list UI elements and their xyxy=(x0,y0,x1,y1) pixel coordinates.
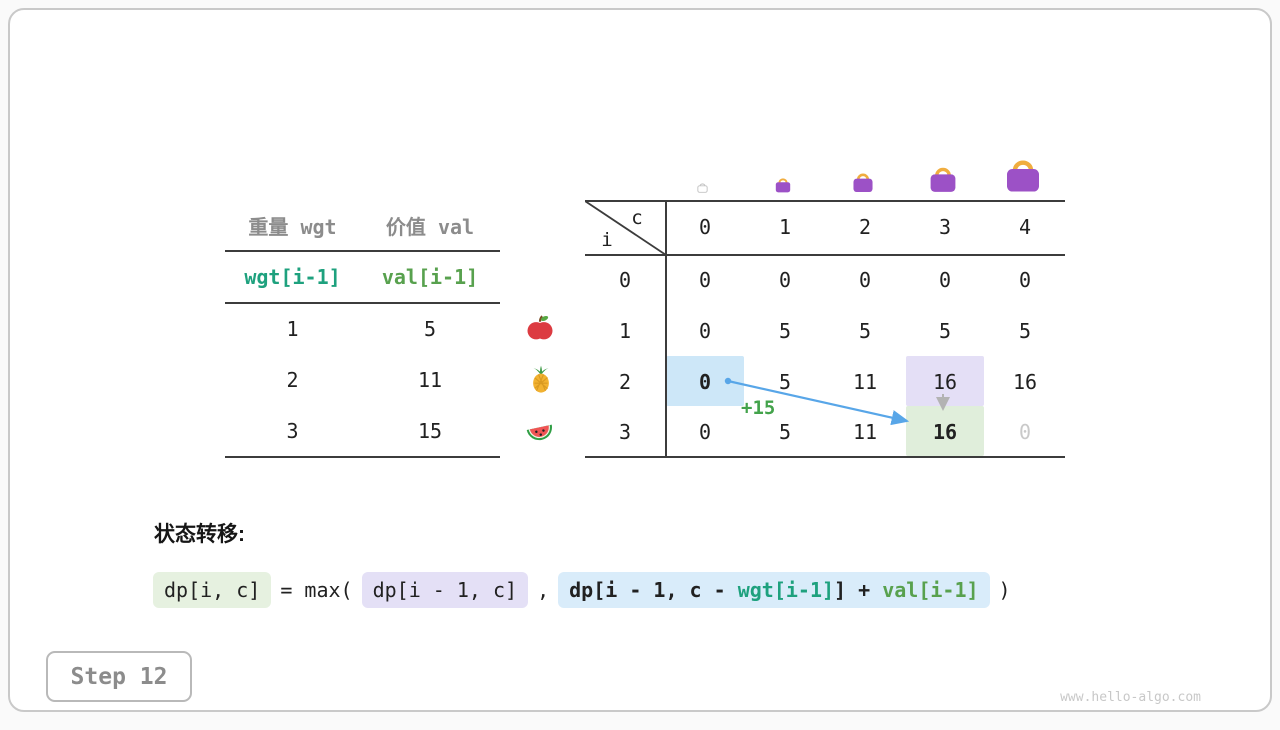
bag-icon-empty xyxy=(696,181,709,193)
formula-lhs: dp[i, c] xyxy=(153,572,272,608)
dp-cell: 0 xyxy=(698,267,712,292)
bag-icon-4 xyxy=(1001,153,1045,193)
dp-cell: 5 xyxy=(858,318,872,343)
weight-cell: 2 xyxy=(286,367,299,392)
pineapple-icon xyxy=(526,364,556,394)
highlight-current-cell xyxy=(906,406,984,456)
dp-cell: 11 xyxy=(852,369,878,394)
weight-column-header: 重量 wgt xyxy=(248,214,337,239)
wgt-formula-cell: wgt[i-1] xyxy=(244,265,341,289)
dp-cell: 0 xyxy=(778,267,792,292)
dp-cell: 0 xyxy=(698,318,712,343)
formula-arg2-val: val[i-1] xyxy=(882,578,979,602)
dp-cell: 5 xyxy=(938,318,952,343)
table-top-line xyxy=(585,200,1065,202)
dp-cell: 0 xyxy=(698,419,712,444)
dp-row-header: 1 xyxy=(618,318,632,343)
state-transition-formula: dp[i, c] = max( dp[i - 1, c] , dp[i - 1,… xyxy=(153,570,1011,610)
dp-row-header: 3 xyxy=(618,419,632,444)
corner-label-i: i xyxy=(601,229,613,251)
figure-card: 重量 wgt 价值 val wgt[i-1] val[i-1] 1 5 2 11… xyxy=(8,8,1272,712)
bag-icon-3 xyxy=(926,162,960,193)
dp-cell-source: 0 xyxy=(698,369,712,394)
dp-cell: 5 xyxy=(778,419,792,444)
dp-cell: 5 xyxy=(778,318,792,343)
formula-arg2-wgt: wgt[i-1] xyxy=(737,578,835,602)
divider xyxy=(225,302,500,304)
formula-arg2: dp[i - 1, c - wgt[i-1]] + val[i-1] xyxy=(558,572,990,608)
dp-col-header: 0 xyxy=(698,215,712,239)
dp-cell: 0 xyxy=(938,267,952,292)
weight-cell: 3 xyxy=(286,418,299,443)
formula-close-paren: ) xyxy=(998,578,1011,602)
value-cell: 5 xyxy=(423,316,437,341)
weight-cell: 1 xyxy=(286,316,299,341)
transition-value-label: +15 xyxy=(741,397,776,419)
watermelon-icon xyxy=(524,415,556,447)
formula-equals-max: = max( xyxy=(280,578,353,602)
value-column-header: 价值 val xyxy=(385,214,475,239)
divider xyxy=(225,250,500,252)
formula-arg1: dp[i - 1, c] xyxy=(361,572,529,608)
bag-icon-1 xyxy=(773,175,793,193)
step-badge: Step 12 xyxy=(46,651,192,702)
value-cell: 15 xyxy=(417,418,443,443)
hello-algo-watermark: www.hello-algo.com xyxy=(1060,690,1201,705)
table-bottom-line xyxy=(585,456,1065,458)
dp-cell: 0 xyxy=(858,267,872,292)
dp-row-header: 0 xyxy=(618,267,632,292)
table-vertical-line xyxy=(665,200,667,458)
dp-cell: 0 xyxy=(1018,267,1032,292)
dp-col-header: 2 xyxy=(858,215,872,239)
value-cell: 11 xyxy=(417,367,443,392)
apple-icon xyxy=(525,313,555,343)
corner-diagonal xyxy=(585,200,667,256)
dp-cell: 16 xyxy=(1012,369,1038,394)
corner-label-c: c xyxy=(631,207,643,229)
dp-row-header: 2 xyxy=(618,369,632,394)
val-formula-cell: val[i-1] xyxy=(381,265,479,289)
weights-values-table: 重量 wgt 价值 val wgt[i-1] val[i-1] 1 5 2 11… xyxy=(225,200,500,458)
dp-col-header: 1 xyxy=(778,215,792,239)
dp-col-header: 4 xyxy=(1018,215,1032,239)
table-header-line xyxy=(585,254,1065,256)
dp-cell-prev: 16 xyxy=(932,369,958,394)
formula-arg2-part2: ] + xyxy=(834,578,883,602)
formula-title: 状态转移: xyxy=(154,523,245,546)
dp-cell: 5 xyxy=(1018,318,1032,343)
divider xyxy=(225,456,500,458)
bag-icon-2 xyxy=(850,169,876,193)
dp-cell: 11 xyxy=(852,419,878,444)
formula-arg2-part1: dp[i - 1, c - xyxy=(569,578,738,602)
dp-col-header: 3 xyxy=(938,215,952,239)
dp-cell-uncomputed: 0 xyxy=(1018,419,1032,444)
formula-comma: , xyxy=(537,578,550,602)
dp-table: c i 0 1 2 3 4 0 1 2 3 0 0 0 0 0 0 5 5 5 … xyxy=(585,200,1065,458)
dp-cell-current: 16 xyxy=(932,419,958,444)
